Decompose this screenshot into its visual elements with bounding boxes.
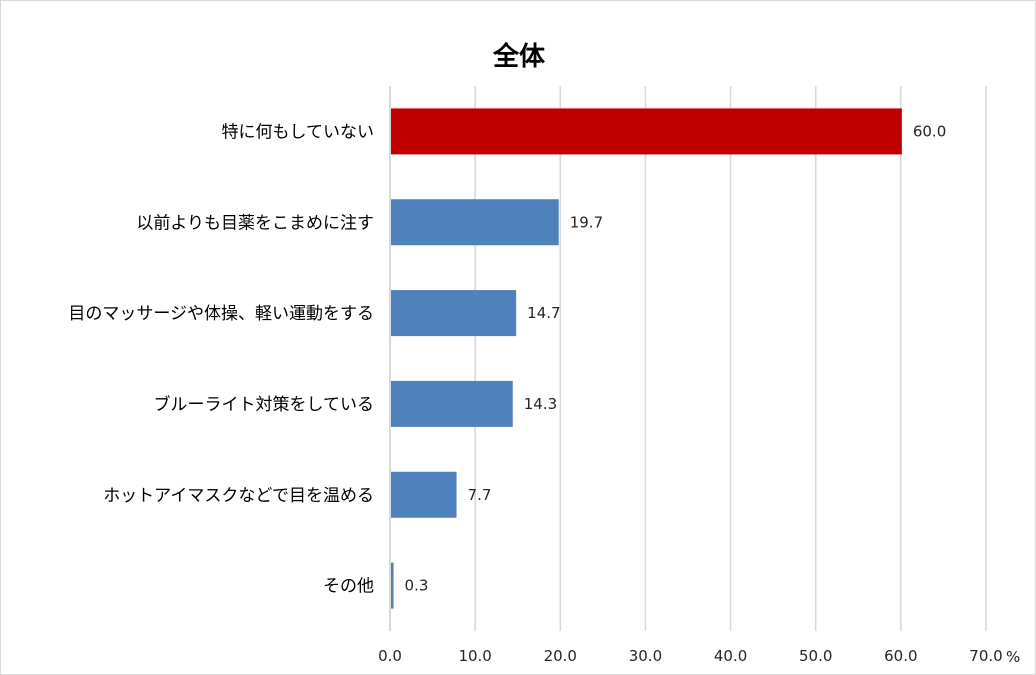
value-labels: 60.0 19.7 14.7 14.3 7.7 0.3 [405,122,947,594]
data-label: 14.7 [527,304,560,322]
bar [391,471,457,518]
category-label: 以前よりも目薬をこまめに注す [136,213,374,233]
bar [391,290,517,337]
tick-label: 50.0 [799,647,832,665]
category-label: ホットアイマスクなどで目を温める [103,486,374,506]
x-axis-unit: % [1006,648,1020,666]
tick-label: 70.0 [969,647,1002,665]
tick-label: 20.0 [544,647,577,665]
bars [391,108,902,609]
tick-label: 0.0 [378,647,402,665]
data-label: 14.3 [524,395,557,413]
tick-label: 10.0 [458,647,491,665]
x-axis-tick-labels: 0.0 10.0 20.0 30.0 40.0 50.0 60.0 70.0 [378,647,1003,665]
tick-label: 60.0 [884,647,917,665]
category-labels: 特に何もしていない以前よりも目薬をこまめに注す目のマッサージや体操、軽い運動をす… [68,122,374,596]
bar [391,380,513,427]
bar [391,199,559,246]
bar [391,562,394,609]
chart-title: 全体 [492,41,546,72]
data-label: 60.0 [913,122,946,140]
grid-lines [389,86,987,631]
data-label: 7.7 [468,486,492,504]
tick-label: 30.0 [629,647,662,665]
category-label: 目のマッサージや体操、軽い運動をする [68,304,374,324]
category-label: 特に何もしていない [222,122,375,142]
tick-label: 40.0 [714,647,747,665]
data-label: 0.3 [405,577,429,595]
category-label: ブルーライト対策をしている [154,394,375,415]
bar [391,108,902,155]
data-label: 19.7 [570,213,603,231]
category-label: その他 [323,577,374,597]
